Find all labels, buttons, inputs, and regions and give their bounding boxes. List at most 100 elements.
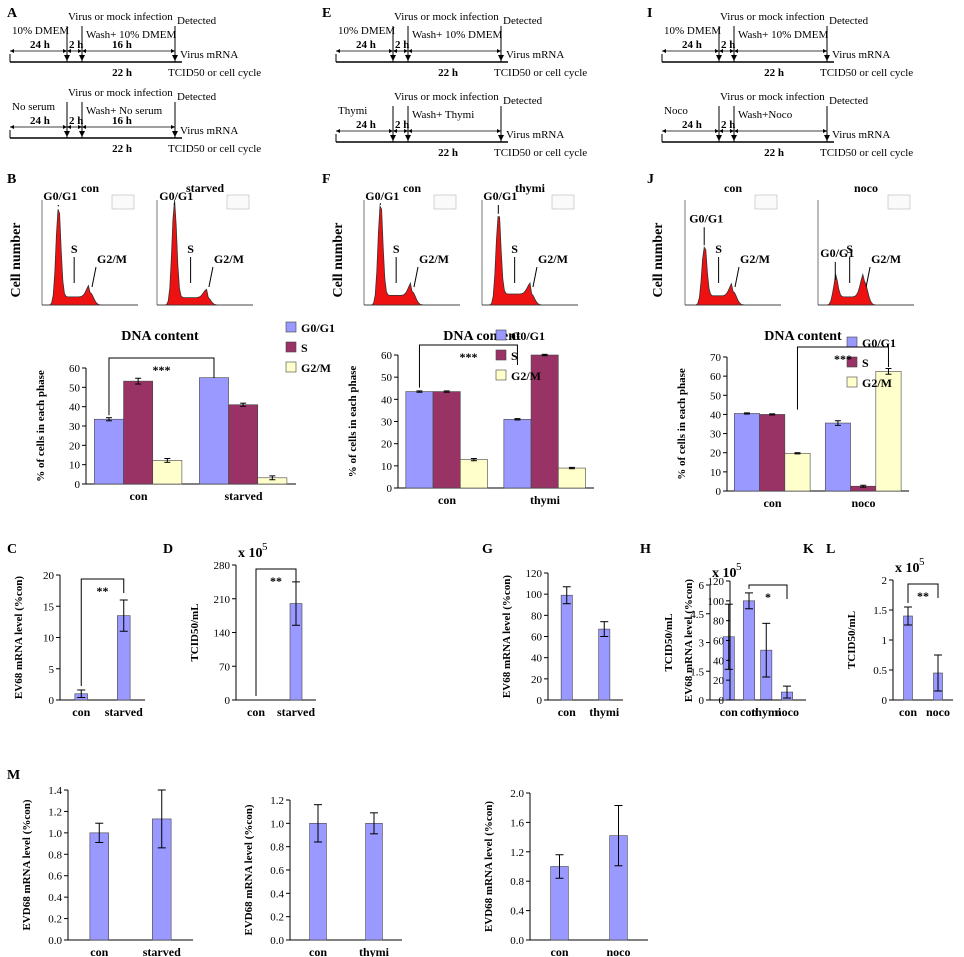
phase-label-g0g1: G0/G1	[365, 189, 399, 203]
y-tick-label: 20	[531, 674, 543, 686]
y-tick-label: 0.8	[270, 842, 284, 854]
bar-con	[89, 832, 109, 941]
legend-swatch-2	[495, 369, 507, 381]
y-tick-label: 70	[710, 352, 722, 364]
y-scale-exponent: 5	[919, 556, 925, 568]
histogram-y-label: Cell number	[651, 222, 666, 297]
y-tick-label: 1.4	[48, 785, 62, 797]
y-tick-label: 140	[214, 628, 231, 640]
timeline-wash-label: Wash+ 10% DMEM	[738, 29, 828, 41]
span-24h-right-head	[63, 49, 67, 53]
span-main-left-head	[734, 49, 738, 53]
x-tick-label-thymi: thymi	[751, 705, 782, 719]
phase-label-g0g1: G0/G1	[820, 246, 854, 260]
span-2h-right-head	[404, 129, 408, 133]
y-tick-label: 100	[526, 589, 543, 601]
y-tick-label: 6	[699, 580, 705, 592]
phase-label-s: S	[393, 242, 400, 256]
legend-swatch-0	[846, 336, 858, 348]
significance-label: *	[765, 590, 771, 604]
histogram-curve	[42, 209, 138, 306]
phase-arrow-g2m	[532, 266, 538, 288]
timeline-total-label: 22 h	[438, 67, 458, 79]
timeline-detected-label: Detected	[503, 15, 543, 27]
detected-arrow-head	[824, 55, 830, 61]
timeline-infection-label: Virus or mock infection	[68, 87, 173, 99]
significance-bracket	[796, 346, 889, 410]
y-axis-label: TCID50/mL	[846, 611, 858, 669]
timeline-24h-label: 24 h	[30, 115, 50, 127]
legend-label-2: G2/M	[511, 369, 541, 383]
histogram-curve	[482, 216, 578, 306]
bar-g0g1-thymi	[503, 418, 532, 489]
y-tick-label: 2	[882, 575, 888, 587]
histogram-curve	[157, 199, 253, 306]
timeline-detected-label: Detected	[177, 15, 217, 27]
phase-label-g0g1: G0/G1	[43, 189, 77, 203]
timeline-24h-label: 24 h	[30, 39, 50, 51]
phase-arrow-g2m	[91, 266, 97, 288]
phase-arrow-g2m	[208, 266, 214, 288]
y-tick-label: 20	[69, 440, 81, 452]
x-tick-label-con: con	[720, 705, 738, 719]
y-tick-label: 80	[531, 610, 543, 622]
phase-label-g2m: G2/M	[871, 252, 901, 266]
span-main-left-head	[82, 49, 86, 53]
phase-label-s: S	[71, 242, 78, 256]
timeline-output-mrna: Virus mRNA	[506, 49, 564, 61]
phase-arrow-g2m	[413, 266, 419, 288]
detected-arrow-head	[172, 131, 178, 137]
panel-letter-h: H	[640, 542, 651, 557]
span-24h-right-head	[389, 49, 393, 53]
phase-arrow-g2m	[734, 266, 740, 288]
bar-g2m-con	[152, 460, 183, 485]
phase-label-g2m: G2/M	[740, 252, 770, 266]
timeline-total-label: 22 h	[764, 67, 784, 79]
y-tick-label: 5	[49, 664, 55, 676]
span-main-left-head	[734, 129, 738, 133]
infect-arrow-head	[390, 55, 396, 61]
timeline-start-label: Thymi	[338, 105, 367, 117]
timeline-infection-label: Virus or mock infection	[394, 91, 499, 103]
chart-l: 0 0.5 1 1.5 2 TCID50/mL x 10 5 con noco **	[846, 556, 953, 719]
timeline-detected-label: Detected	[177, 91, 217, 103]
y-tick-label: 4.5	[690, 609, 704, 621]
y-tick-label: 0	[537, 695, 543, 707]
timeline-2h-label: 2 h	[721, 119, 735, 131]
x-tick-label-thymi: thymi	[589, 705, 620, 719]
y-tick-label: 0	[75, 479, 81, 491]
timeline-24h-label: 24 h	[682, 39, 702, 51]
y-scale-label: x 10	[712, 566, 737, 581]
panel-letter-k: K	[803, 542, 814, 557]
significance-label: ***	[459, 350, 477, 364]
y-tick-label: 1.0	[270, 818, 284, 830]
detected-arrow-head	[498, 135, 504, 141]
significance-bracket	[80, 578, 125, 686]
y-tick-label: 0.8	[510, 876, 524, 888]
y-tick-label: 1.2	[48, 806, 62, 818]
timeline-16h-label: 16 h	[112, 115, 132, 127]
timeline-24h-label: 24 h	[356, 119, 376, 131]
timeline-A-bot: No serum Virus or mock infection Wash+ No …	[9, 87, 261, 155]
y-tick-label: 0.6	[48, 871, 62, 883]
chart-m1: 0.0 0.2 0.4 0.6 0.8 1.0 1.2 1.4 EVD68 mRNA level…	[21, 785, 193, 957]
panel-letter-b: B	[7, 172, 16, 187]
span-2h-left-head	[719, 129, 723, 133]
wash-arrow-head	[79, 131, 85, 137]
x-tick-label-con: con	[72, 705, 90, 719]
x-tick-label-con: con	[764, 496, 782, 510]
infect-arrow-head	[716, 55, 722, 61]
bar-s-con	[432, 391, 461, 489]
span-24h-right-head	[389, 129, 393, 133]
histogram-title: thymi	[515, 181, 546, 195]
timeline-detected-label: Detected	[829, 15, 869, 27]
timeline-2h-label: 2 h	[721, 39, 735, 51]
y-tick-label: 10	[69, 460, 81, 472]
legend-swatch-2	[285, 361, 297, 373]
y-tick-label: 0.2	[48, 914, 62, 926]
y-tick-label: 0.0	[270, 935, 284, 947]
